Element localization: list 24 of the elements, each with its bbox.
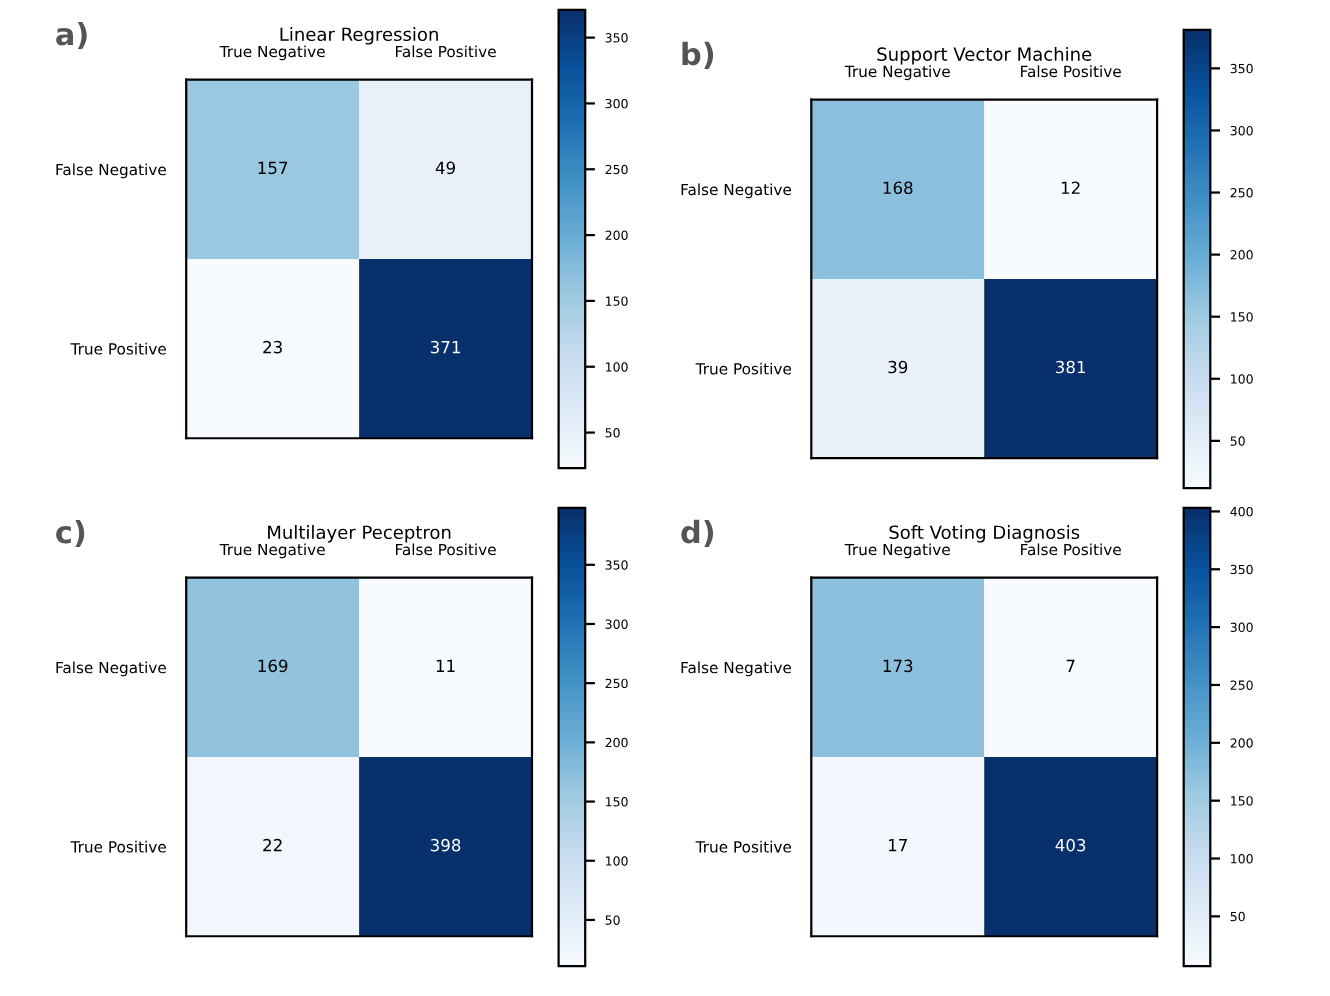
data-label: 17 (888, 839, 907, 852)
text: c) (56, 519, 85, 548)
text: a) (56, 21, 87, 50)
chart-title: Soft Voting Diagnosis (889, 525, 1080, 543)
data-label: 168 (883, 181, 913, 195)
data-label: 403 (1055, 838, 1086, 852)
data-label: 7 (1066, 659, 1075, 672)
data-label: 11 (436, 659, 455, 672)
data-label: 169 (258, 659, 288, 673)
data-label: 23 (263, 340, 282, 354)
data-label: 157 (258, 161, 288, 175)
data-label: 381 (1056, 360, 1086, 374)
chart-title: Support Vector Machine (877, 46, 1092, 65)
text: d) (681, 519, 714, 548)
data-label: 12 (1061, 181, 1080, 194)
data-label: 39 (888, 360, 908, 374)
data-label: 173 (883, 659, 913, 673)
data-label: 371 (430, 340, 460, 354)
chart-title: Linear Regression (280, 27, 438, 45)
data-label: 398 (430, 838, 461, 852)
data-label: 22 (263, 838, 282, 852)
chart-title: Multilayer Peceptron (268, 525, 451, 543)
data-label: 49 (435, 161, 455, 175)
text: b) (682, 41, 714, 70)
